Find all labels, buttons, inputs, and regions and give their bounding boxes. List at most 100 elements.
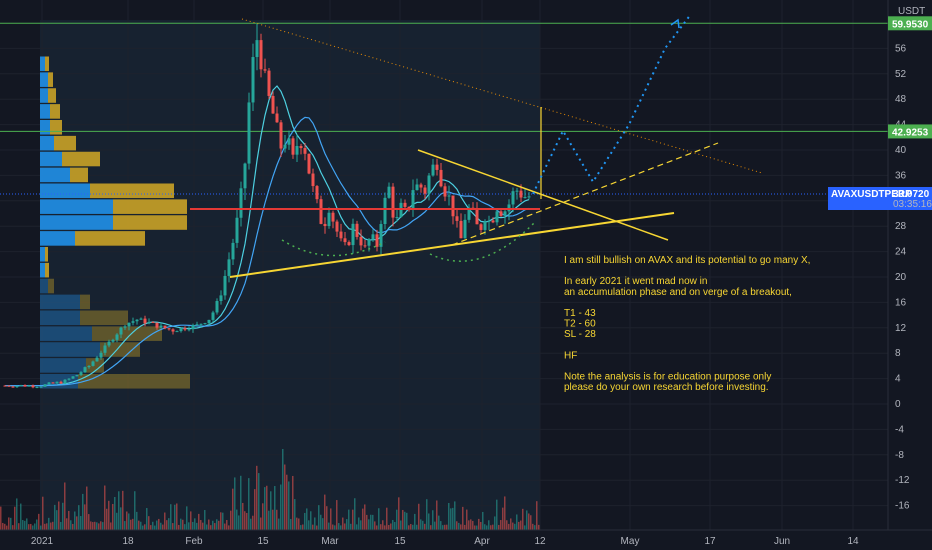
profile-buy-bar — [40, 88, 48, 103]
volume-bar — [506, 520, 508, 530]
candle-body — [247, 102, 251, 164]
time-axis[interactable]: 2021 18 Feb 15 Mar 15 Apr 12 May 17 Jun 14 — [0, 529, 932, 547]
volume-profile — [40, 56, 190, 389]
volume-bar — [54, 504, 56, 530]
volume-bar — [462, 506, 464, 530]
volume-bar — [364, 504, 366, 530]
candle-body — [447, 195, 451, 197]
volume-bar — [88, 514, 90, 530]
volume-bar — [312, 524, 314, 530]
note-line: Note the analysis is for education purpo… — [564, 372, 771, 383]
volume-bar — [124, 521, 126, 530]
volume-bar — [38, 513, 40, 530]
volume-bar — [228, 525, 230, 530]
volume-bar — [414, 513, 416, 530]
volume-bar — [140, 521, 142, 530]
note-line: In early 2021 it went mad now in — [564, 276, 707, 287]
profile-sell-bar — [113, 215, 187, 230]
candle-body — [279, 122, 283, 149]
volume-bar — [456, 521, 458, 530]
candle-body — [131, 321, 135, 323]
volume-bar — [214, 523, 216, 530]
volume-bar — [224, 523, 226, 530]
volume-bar — [28, 524, 30, 530]
moving-average-line — [5, 116, 530, 387]
price-level-label: 42.9253 — [892, 127, 929, 138]
profile-sell-bar — [48, 88, 56, 103]
candle-body — [35, 387, 39, 389]
price-tick-label: 52 — [895, 69, 907, 80]
volume-bar — [248, 478, 250, 530]
symbol-label: AVAXUSDTPERP — [831, 189, 912, 200]
volume-bar — [226, 520, 228, 530]
volume-bar — [148, 516, 150, 530]
volume-bar — [2, 522, 4, 530]
volume-bar — [242, 502, 244, 530]
volume-bar — [108, 500, 110, 530]
volume-bar — [336, 500, 338, 530]
breakout-line[interactable] — [451, 142, 719, 246]
volume-bar — [334, 525, 336, 530]
candle-body — [463, 219, 467, 239]
volume-bar — [34, 523, 36, 530]
candle-body — [387, 186, 391, 198]
volume-bar — [384, 525, 386, 530]
candle-body — [123, 326, 127, 328]
volume-bar — [86, 486, 88, 530]
profile-sell-bar — [45, 246, 48, 262]
grid — [0, 0, 888, 530]
volume-bar — [416, 524, 418, 530]
time-tick-label: Jun — [774, 536, 790, 547]
volume-bar — [262, 503, 264, 530]
volume-bar — [100, 521, 102, 530]
volume-bar — [354, 498, 356, 530]
profile-sell-bar — [80, 310, 128, 326]
candle-body — [175, 331, 179, 333]
volume-bar — [378, 508, 380, 530]
candle-body — [79, 372, 83, 375]
volume-bar — [122, 490, 124, 530]
candle-body — [223, 275, 227, 296]
candle-body — [163, 325, 167, 329]
volume-bar — [230, 510, 232, 530]
volume-bar — [510, 518, 512, 530]
volume-bar — [16, 498, 18, 530]
profile-buy-bar — [40, 215, 113, 230]
last-price-value: 33.0720 — [893, 189, 930, 200]
candle-body — [183, 328, 187, 330]
candle-body — [343, 238, 347, 243]
candle-body — [3, 385, 7, 387]
price-tick-label: 36 — [895, 170, 907, 181]
candle-body — [23, 384, 27, 387]
descending-resistance-line[interactable] — [417, 149, 669, 241]
profile-sell-bar — [48, 72, 53, 87]
volume-bar — [490, 525, 492, 530]
volume-bar — [252, 515, 254, 530]
volume-bar — [330, 508, 332, 530]
candle-body — [347, 242, 351, 246]
volume-bar — [318, 505, 320, 530]
note-line: T1 - 43 — [564, 308, 596, 319]
volume-bar — [322, 518, 324, 530]
volume-bar — [172, 523, 174, 530]
volume-bar — [324, 494, 326, 530]
candle-body — [135, 319, 139, 322]
volume-bar — [404, 511, 406, 530]
candle-body — [95, 357, 99, 362]
volume-bar — [206, 524, 208, 530]
candle-body — [435, 164, 439, 170]
volume-bar — [10, 517, 12, 530]
volume-bar — [332, 524, 334, 530]
volume-bar — [320, 514, 322, 530]
profile-sell-bar — [70, 167, 88, 183]
volume-bar — [422, 520, 424, 530]
volume-bar — [328, 522, 330, 530]
volume-bar — [182, 519, 184, 530]
price-tick-label: -12 — [895, 475, 910, 486]
candle-body — [335, 221, 339, 232]
profile-buy-bar — [40, 199, 113, 214]
candle-body — [383, 197, 387, 225]
candle-body — [111, 339, 115, 342]
price-tick-label: -8 — [895, 450, 904, 461]
